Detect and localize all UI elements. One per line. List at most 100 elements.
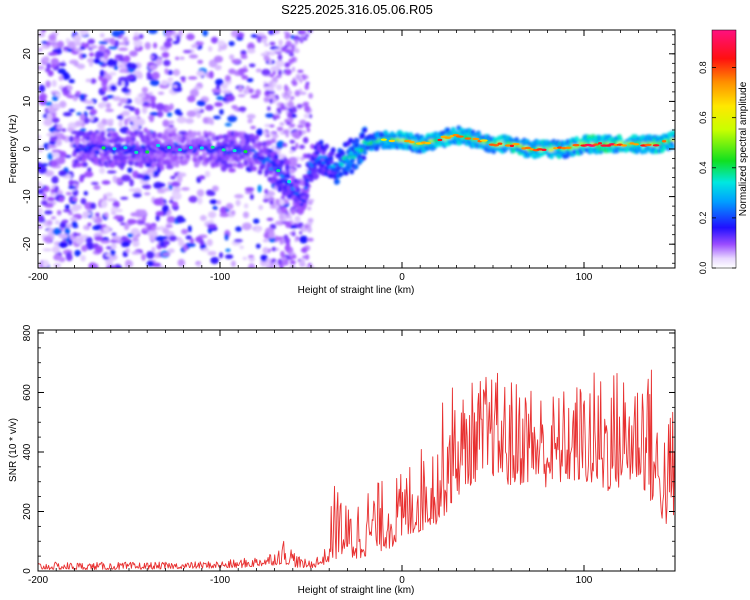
heatmap-cell: [163, 59, 171, 67]
colorbar-tick-label: 0.6: [698, 111, 708, 124]
heatmap-cell: [128, 63, 138, 70]
heatmap-cell: [249, 133, 255, 139]
heatmap-cell: [305, 179, 310, 183]
heatmap-cell: [196, 112, 202, 119]
heatmap-cell: [264, 123, 271, 128]
heatmap-cell: [256, 128, 263, 136]
heatmap-cell: [279, 239, 284, 245]
heatmap-cell: [269, 124, 275, 128]
heatmap-cell: [146, 71, 152, 79]
snr-frame: [37, 329, 676, 572]
heatmap-cell: [269, 73, 275, 78]
heatmap-cell: [261, 38, 268, 43]
heatmap-cell: [267, 159, 272, 163]
heatmap-cell: [670, 144, 675, 150]
heatmap-cell: [112, 147, 117, 151]
heatmap-cell: [278, 108, 282, 115]
heatmap-cell: [155, 58, 163, 66]
heatmap-cell: [217, 48, 222, 52]
heatmap-cell: [121, 86, 129, 93]
heatmap-y-axis: -20 -10 0 10 20: [22, 34, 675, 264]
heatmap-cell: [142, 93, 151, 100]
heatmap-cell: [119, 126, 129, 134]
heatmap-cell: [300, 39, 304, 44]
snr-x-label: Height of straight line (km): [298, 585, 415, 596]
heatmap-cell: [105, 192, 113, 198]
heatmap-cell: [80, 144, 86, 148]
heatmap-cell: [148, 64, 158, 71]
heatmap-cell: [287, 117, 294, 122]
heatmap-cell: [223, 143, 229, 147]
heatmap-cell: [388, 139, 396, 143]
heatmap-cell: [218, 134, 224, 140]
heatmap-cell: [93, 263, 99, 268]
heatmap-cell: [255, 243, 261, 249]
heatmap-cell: [144, 192, 151, 196]
heatmap-cell: [51, 149, 62, 153]
heatmap-cell: [282, 185, 288, 191]
heatmap-cell: [263, 194, 269, 199]
heatmap-cell: [268, 167, 274, 171]
heatmap-cell: [244, 190, 254, 195]
heatmap-cell: [296, 194, 301, 198]
heatmap-cell: [299, 30, 305, 35]
heatmap-cell: [313, 159, 319, 163]
heatmap-cell: [67, 238, 73, 246]
heatmap-cell: [79, 114, 86, 122]
heatmap-cell: [618, 136, 623, 143]
heatmap-cell: [270, 161, 275, 165]
heatmap-cell: [224, 75, 231, 82]
heatmap-cell: [295, 187, 301, 193]
heatmap-cell: [177, 148, 182, 152]
heatmap-cell: [221, 89, 232, 94]
heatmap-cell: [280, 207, 288, 214]
heatmap-cell: [247, 48, 256, 54]
heatmap-cell: [295, 73, 301, 81]
heatmap-cell: [138, 94, 146, 98]
heatmap-cell: [45, 80, 51, 88]
heatmap-cell: [120, 236, 129, 242]
heatmap-cell: [228, 54, 235, 61]
heatmap-cell: [262, 239, 269, 243]
heatmap-cell: [42, 248, 52, 252]
heatmap-cell: [275, 198, 281, 206]
heatmap-cell: [106, 197, 117, 202]
heatmap-cell: [172, 84, 178, 89]
heatmap-cell: [277, 258, 283, 266]
heatmap-cell: [276, 126, 284, 132]
heatmap-cell: [122, 158, 128, 165]
heatmap-cell: [235, 199, 241, 207]
heatmap-cell: [302, 192, 307, 196]
heatmap-cell: [132, 237, 137, 242]
heatmap-cell: [291, 44, 295, 51]
heatmap-cell: [97, 135, 102, 141]
heatmap-cell: [133, 40, 143, 47]
heatmap-cell: [574, 136, 580, 142]
heatmap-cell: [50, 57, 59, 66]
heatmap-cell: [61, 219, 69, 224]
heatmap-cell: [306, 222, 313, 226]
heatmap-cell: [444, 136, 452, 139]
heatmap-cell: [224, 155, 230, 161]
heatmap-cell: [153, 198, 163, 206]
heatmap-cell: [112, 96, 122, 102]
heatmap-cell: [288, 156, 299, 163]
heatmap-cell: [283, 174, 288, 178]
heatmap-cell: [304, 83, 310, 90]
heatmap-cell: [51, 79, 57, 88]
heatmap-cell: [53, 263, 62, 268]
heatmap-cell: [335, 168, 341, 173]
heatmap-cell: [279, 122, 285, 126]
heatmap-cell: [270, 65, 281, 72]
heatmap-cell: [193, 148, 198, 152]
heatmap-cell: [110, 206, 119, 213]
heatmap-cell: [119, 68, 126, 73]
heatmap-cell: [42, 56, 50, 63]
heatmap-cell: [255, 68, 262, 73]
heatmap-cell: [52, 95, 59, 102]
heatmap-y-label: Frequency (Hz): [8, 115, 19, 184]
heatmap-cell: [38, 135, 41, 139]
heatmap-cell: [108, 46, 118, 50]
heatmap-cell: [167, 77, 174, 82]
heatmap-cell: [98, 139, 104, 146]
